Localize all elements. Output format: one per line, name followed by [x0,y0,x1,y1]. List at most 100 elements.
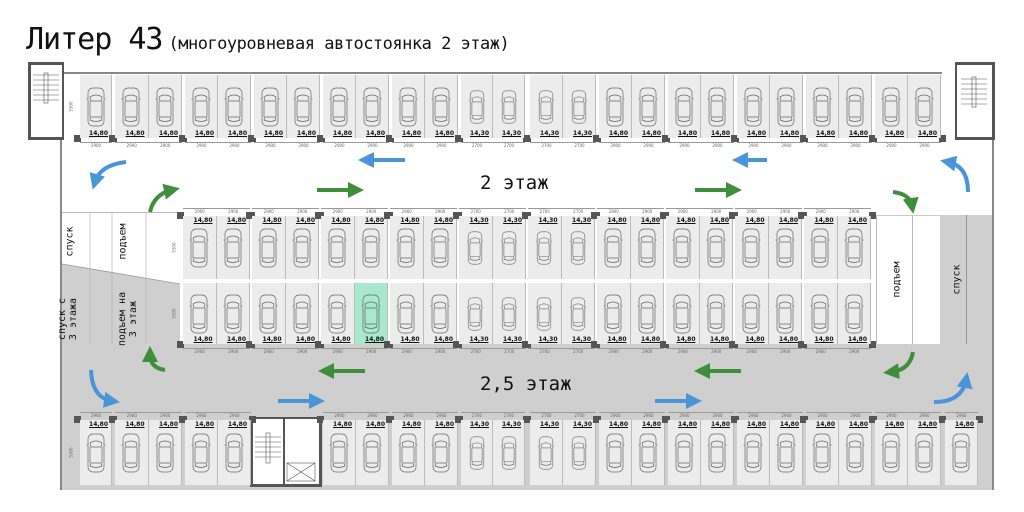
parking-spot[interactable]: 14,80 [804,216,838,279]
parking-spot[interactable]: 14,80 [323,420,356,485]
parking-spot[interactable]: 14,30 [493,420,525,485]
car-icon [845,433,865,472]
parking-spot[interactable]: 14,80 [806,420,839,485]
parking-spot[interactable]: 14,30 [561,216,595,279]
spot-width-dimension: 2700 [492,208,526,214]
parking-spot[interactable]: 14,80 [80,420,112,485]
parking-spot[interactable]: 14,30 [459,283,493,344]
parking-spot[interactable]: 14,80 [216,283,250,344]
parking-spot[interactable]: 14,80 [735,283,769,344]
parking-spot[interactable]: 14,30 [492,283,526,344]
parking-spot[interactable]: 14,30 [461,75,493,138]
parking-spot[interactable]: 14,80 [666,283,700,344]
parking-spot[interactable]: 14,30 [459,216,493,279]
parking-spot[interactable]: 14,80 [148,420,182,485]
parking-spot[interactable]: 14,80 [666,216,700,279]
parking-spot[interactable]: 14,30 [563,420,596,485]
parking-spot[interactable]: 14,80 [839,75,872,138]
parking-spot[interactable]: 14,80 [768,216,802,279]
parking-spot[interactable]: 14,80 [668,75,701,138]
spot-area-label: 14,30 [572,217,591,224]
parking-spot[interactable]: 14,80 [323,75,356,138]
parking-spot[interactable]: 14,80 [390,283,424,344]
parking-spot[interactable]: 14,80 [837,283,871,344]
parking-spot[interactable]: 14,80 [423,216,457,279]
parking-spot[interactable]: 14,80 [632,75,665,138]
parking-spot[interactable]: 14,80 [218,420,251,485]
parking-spot[interactable]: 14,80 [285,283,319,344]
spot-width-dimension: 2900 [875,142,908,148]
parking-spot[interactable]: 14,80 [599,420,632,485]
parking-spot[interactable]: 14,80 [597,216,631,279]
parking-spot[interactable]: 14,80 [699,216,733,279]
parking-spot[interactable]: 14,30 [528,216,562,279]
parking-spot[interactable]: 14,80 [737,420,770,485]
parking-spot[interactable]: 14,80 [321,283,355,344]
parking-spot[interactable]: 14,80 [837,216,871,279]
parking-spot[interactable]: 14,80 [908,420,941,485]
parking-spot[interactable]: 14,80 [392,420,425,485]
parking-spot[interactable]: 14,80 [216,216,250,279]
parking-spot[interactable]: 14,80 [770,75,803,138]
parking-spot[interactable]: 14,80 [630,216,664,279]
parking-spot[interactable]: 14,80 [287,75,320,138]
parking-spot[interactable]: 14,30 [492,216,526,279]
parking-spot[interactable]: 14,80 [390,216,424,279]
parking-spot[interactable]: 14,80 [254,75,287,138]
parking-spot[interactable]: 14,80 [185,75,218,138]
spot-width-dimension: 2900 [804,348,838,354]
parking-spot[interactable]: 14,30 [530,75,563,138]
parking-spot[interactable]: 14,80 [630,283,664,344]
structural-column [591,212,598,219]
parking-spot[interactable]: 14,80 [218,75,251,138]
parking-spot[interactable]: 14,80 [908,75,941,138]
parking-spot[interactable]: 14,80 [115,420,149,485]
parking-spot[interactable]: 14,80 [735,216,769,279]
parking-spot[interactable]: 14,80 [148,75,182,138]
parking-spot[interactable]: 14,80 [737,75,770,138]
parking-spot[interactable]: 14,30 [528,283,562,344]
parking-spot[interactable]: 14,80 [770,420,803,485]
parking-spot[interactable]: 14,80 [875,420,908,485]
parking-spot[interactable]: 14,80 [701,420,734,485]
parking-spot[interactable]: 14,80 [668,420,701,485]
parking-spot[interactable]: 14,80 [392,75,425,138]
spot-width-dimension: 2900 [423,348,457,354]
parking-spot[interactable]: 14,30 [563,75,596,138]
parking-spot[interactable]: 14,80 [804,283,838,344]
parking-spot[interactable]: 14,30 [461,420,493,485]
parking-spot[interactable]: 14,80 [597,283,631,344]
parking-spot[interactable]: 14,80 [875,75,908,138]
parking-spot[interactable]: 14,80 [183,283,217,344]
parking-spot[interactable]: 14,80 [356,75,389,138]
parking-spot[interactable]: 14,80 [115,75,149,138]
parking-spot[interactable]: 14,30 [561,283,595,344]
spot-width-dimension: 2900 [699,348,733,354]
parking-spot[interactable]: 14,80 [252,283,286,344]
parking-spot[interactable]: 14,30 [530,420,563,485]
parking-spot[interactable]: 14,80 [701,75,734,138]
parking-spot[interactable]: 14,80 [285,216,319,279]
parking-spot[interactable]: 14,30 [493,75,525,138]
parking-spot[interactable]: 14,80 [839,420,872,485]
parking-spot[interactable]: 14,80 [185,420,218,485]
parking-spot[interactable]: 14,80 [80,75,112,138]
parking-spot[interactable]: 14,80 [252,216,286,279]
parking-spot[interactable]: 14,80 [632,420,665,485]
parking-spot[interactable]: 14,80 [806,75,839,138]
parking-spot[interactable]: 14,80 [183,216,217,279]
car-icon [191,87,211,126]
parking-spot[interactable]: 14,80 [425,420,458,485]
spot-area-label: 14,80 [296,336,315,343]
parking-spot[interactable]: 14,80 [425,75,458,138]
parking-spot[interactable]: 14,80 [768,283,802,344]
parking-spot[interactable]: 14,80 [321,216,355,279]
parking-spot[interactable]: 14,80 [945,420,978,485]
parking-spot[interactable]: 14,80 [423,283,457,344]
parking-spot[interactable]: 14,80 [356,420,389,485]
parking-spot[interactable]: 14,80 [354,216,388,279]
parking-spot[interactable]: 14,80 [699,283,733,344]
parking-spot[interactable]: 14,80 [599,75,632,138]
parking-spot-selected[interactable]: 14,80 [354,283,388,344]
spot-width-dimension: 2700 [530,142,563,148]
